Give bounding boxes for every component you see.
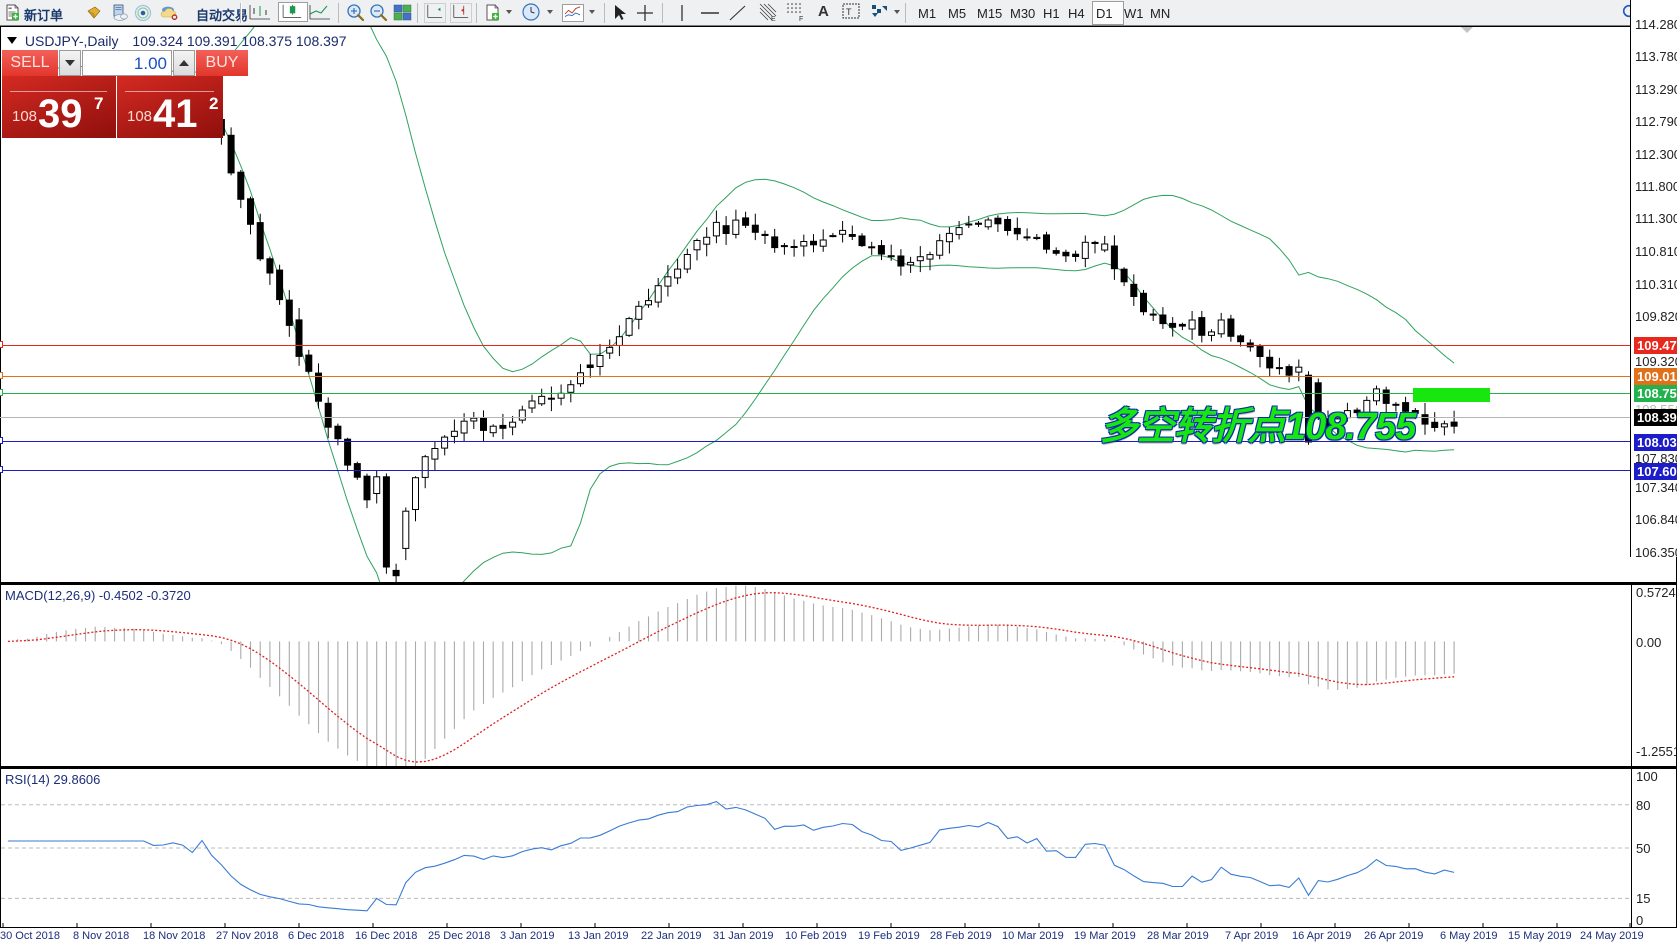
svg-text:T: T: [846, 7, 852, 17]
svg-text:F: F: [799, 16, 803, 22]
svg-text:E: E: [771, 16, 776, 22]
